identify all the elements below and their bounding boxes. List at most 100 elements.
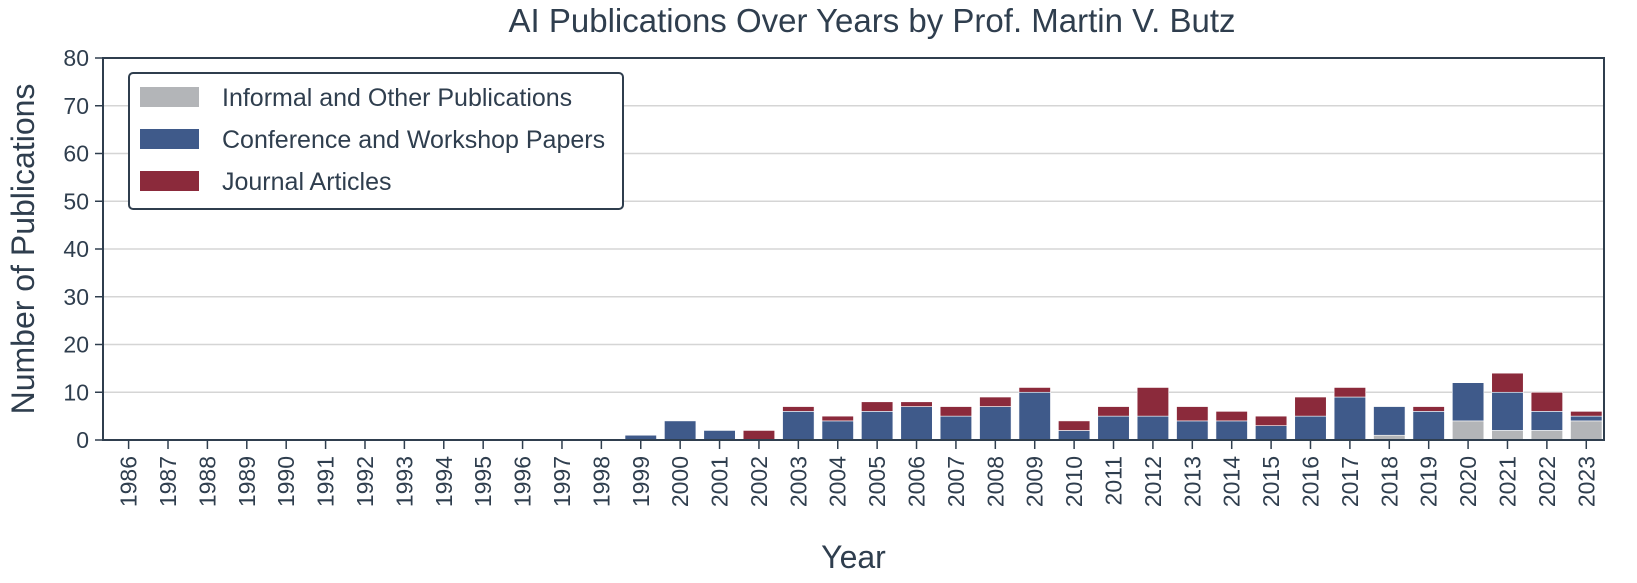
bar-segment: [1176, 406, 1209, 422]
x-tick-label: 1986: [116, 456, 142, 507]
legend-swatch: [140, 129, 199, 149]
x-tick-label: 2017: [1337, 456, 1363, 507]
x-tick-label: 2023: [1573, 456, 1599, 507]
bar-segment: [1570, 415, 1603, 422]
x-tick-label: 2011: [1101, 456, 1127, 505]
y-tick-label: 70: [63, 93, 89, 119]
y-axis-label: Number of Publications: [5, 84, 41, 415]
x-tick-label: 2015: [1258, 456, 1284, 507]
legend-label: Conference and Workshop Papers: [222, 126, 605, 154]
bar-segment: [1530, 411, 1563, 431]
x-axis-label: Year: [821, 539, 886, 575]
bar-segment: [861, 411, 894, 441]
x-tick-label: 2013: [1179, 456, 1205, 507]
bar-segment: [703, 430, 736, 441]
bar-segment: [1097, 415, 1130, 441]
bar-segment: [1097, 406, 1130, 417]
bar-segment: [1373, 406, 1406, 436]
chart-title: AI Publications Over Years by Prof. Mart…: [509, 2, 1236, 39]
bar-segment: [664, 420, 697, 441]
x-tick-label: 2004: [825, 456, 851, 507]
x-tick-label: 1988: [194, 456, 220, 507]
x-tick-label: 2000: [667, 456, 693, 507]
x-tick-label: 1997: [549, 456, 575, 507]
bar-segment: [1294, 415, 1327, 441]
x-tick-label: 2012: [1140, 456, 1166, 507]
x-tick-label: 1992: [352, 456, 378, 507]
legend-label: Informal and Other Publications: [222, 84, 572, 112]
bar-segment: [1491, 430, 1524, 441]
x-tick-label: 1999: [628, 456, 654, 507]
y-tick-label: 80: [63, 45, 89, 71]
bar-segment: [861, 401, 894, 412]
bar-segment: [1294, 396, 1327, 417]
x-tick-label: 1995: [470, 456, 496, 507]
bar-segment: [1176, 420, 1209, 441]
bar-segment: [1570, 411, 1603, 417]
x-tick-label: 2009: [1022, 456, 1048, 507]
bar-segment: [1215, 420, 1248, 441]
bar-segment: [821, 420, 854, 441]
bar-segment: [1215, 411, 1248, 422]
y-tick-label: 20: [63, 332, 89, 358]
y-tick-label: 10: [63, 379, 89, 405]
bar-segment: [1018, 387, 1051, 393]
bar-segment: [1530, 430, 1563, 441]
legend-swatch: [140, 171, 199, 191]
legend-swatch: [140, 87, 199, 107]
x-tick-label: 2018: [1376, 456, 1402, 507]
x-tick-label: 2021: [1494, 456, 1520, 507]
bar-segment: [1491, 391, 1524, 431]
y-tick-label: 60: [63, 141, 89, 167]
x-tick-label: 1998: [588, 456, 614, 507]
legend: Informal and Other Publications Conferenc…: [128, 72, 624, 210]
x-tick-label: 2016: [1297, 456, 1323, 507]
bar-segment: [1333, 387, 1366, 398]
x-tick-label: 2006: [904, 456, 930, 507]
bar-segment: [1452, 382, 1485, 422]
x-tick-label: 1996: [510, 456, 536, 507]
x-tick-label: 2002: [746, 456, 772, 507]
bar-segment: [1530, 391, 1563, 412]
x-tick-label: 1987: [155, 456, 181, 507]
bar-segment: [821, 415, 854, 422]
bar-segment: [900, 406, 933, 441]
y-tick-label: 50: [63, 188, 89, 214]
x-tick-label: 1989: [234, 456, 260, 507]
bar-segment: [900, 401, 933, 407]
bar-segment: [1412, 406, 1445, 412]
bar-segment: [1058, 420, 1091, 431]
x-tick-label: 1994: [431, 456, 457, 507]
bar-segment: [979, 406, 1012, 441]
x-tick-label: 2019: [1416, 456, 1442, 507]
y-tick-label: 0: [76, 427, 89, 453]
bar-segment: [1412, 411, 1445, 441]
x-tick-label: 1990: [273, 456, 299, 507]
legend-label: Journal Articles: [222, 168, 392, 196]
x-tick-label: 2008: [982, 456, 1008, 507]
x-tick-label: 2001: [707, 456, 733, 507]
x-tick-label: 1993: [391, 456, 417, 507]
bar-segment: [1255, 415, 1288, 426]
y-tick-label: 40: [63, 236, 89, 262]
x-tick-label: 2003: [785, 456, 811, 507]
bar-segment: [1255, 425, 1288, 441]
bar-segment: [1452, 420, 1485, 441]
y-tick-label: 30: [63, 284, 89, 310]
y-axis: 0 10 20 30 40 50 60 70 80: [63, 45, 103, 453]
bar-segment: [742, 430, 776, 441]
x-tick-label: 2007: [943, 456, 969, 507]
bars: [624, 372, 1603, 441]
x-axis: 1986 1987 1988 1989 1990 1991 1992 1993 1994 1995…: [116, 440, 1599, 507]
bar-segment: [979, 396, 1012, 407]
x-tick-label: 2005: [864, 456, 890, 507]
bar-segment: [1333, 396, 1366, 441]
x-tick-label: 2010: [1061, 456, 1087, 507]
bar-segment: [939, 415, 972, 441]
bar-segment: [1136, 387, 1169, 417]
x-tick-label: 1991: [313, 456, 339, 507]
x-tick-label: 2014: [1219, 456, 1245, 507]
bar-segment: [782, 411, 815, 441]
bar-segment: [1058, 430, 1091, 441]
